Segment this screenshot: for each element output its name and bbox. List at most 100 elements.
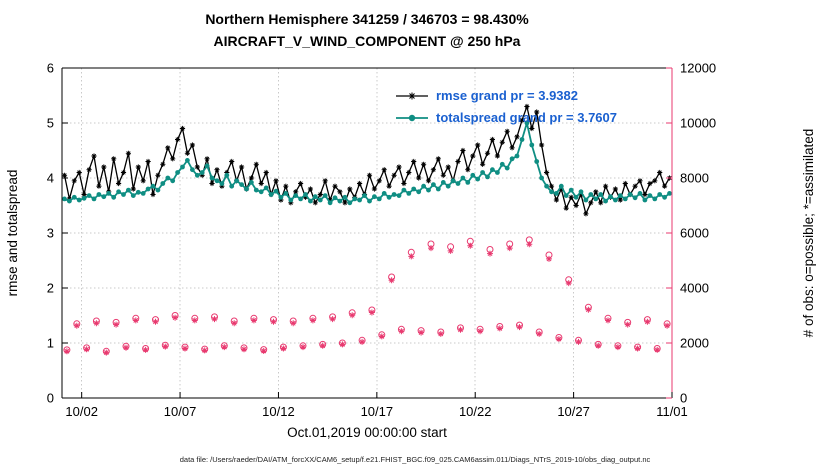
y-right-tick-label: 6000: [680, 226, 709, 241]
totalspread-marker: [317, 197, 323, 203]
rmse-marker: [258, 180, 264, 187]
totalspread-marker: [608, 194, 613, 200]
rmse-marker: [130, 186, 136, 192]
obs-assimilated-marker: [368, 309, 375, 316]
y-axis-label-right: # of obs: o=possible; *=assimilated: [801, 129, 816, 338]
totalspread-marker: [563, 193, 569, 199]
rmse-marker: [337, 189, 343, 195]
obs-assimilated-marker: [309, 317, 316, 324]
rmse-marker: [657, 169, 663, 176]
x-tick-label: 10/22: [459, 404, 492, 419]
obs-assimilated-marker: [162, 343, 169, 350]
obs-assimilated-marker: [319, 342, 326, 349]
title-line1: Northern Hemisphere 341259 / 346703 = 98…: [205, 11, 529, 27]
rmse-marker: [253, 161, 259, 167]
obs-assimilated-marker: [565, 280, 572, 287]
y-right-tick-label: 4000: [680, 281, 709, 296]
totalspread-marker: [199, 170, 205, 175]
totalspread-marker: [603, 198, 608, 204]
rmse-marker: [416, 175, 422, 181]
totalspread-marker: [101, 194, 107, 200]
totalspread-marker: [322, 193, 328, 199]
obs-assimilated-marker: [447, 247, 454, 254]
obs-assimilated-marker: [182, 345, 188, 352]
y-left-tick-label: 1: [47, 336, 54, 351]
totalspread-marker: [268, 192, 274, 197]
rmse-marker: [224, 169, 230, 176]
totalspread-marker: [125, 187, 131, 193]
rmse-marker: [71, 178, 77, 184]
totalspread-marker: [549, 189, 554, 195]
totalspread-marker: [150, 183, 156, 189]
totalspread-marker: [170, 178, 176, 184]
rmse-marker: [322, 178, 328, 184]
obs-assimilated-marker: [359, 338, 366, 345]
obs-assimilated-marker: [496, 325, 503, 332]
rmse-marker: [435, 156, 441, 162]
rmse-marker: [642, 191, 648, 198]
totalspread-series: [62, 119, 672, 206]
totalspread-marker: [652, 196, 658, 202]
totalspread-marker: [588, 192, 594, 197]
totalspread-marker: [204, 163, 210, 169]
totalspread-marker: [111, 194, 117, 200]
y-right-tick-label: 10000: [680, 116, 716, 131]
totalspread-marker: [67, 198, 72, 204]
totalspread-marker: [372, 194, 377, 200]
rmse-marker: [578, 191, 584, 198]
rmse-marker: [553, 197, 560, 203]
totalspread-marker: [617, 193, 623, 199]
totalspread-marker: [391, 192, 397, 197]
legend-rmse-label: rmse grand pr = 3.9382: [436, 88, 578, 103]
totalspread-marker: [342, 194, 348, 200]
rmse-marker: [307, 186, 313, 192]
rmse-marker: [189, 142, 195, 148]
totalspread-marker: [273, 188, 279, 194]
totalspread-marker: [632, 195, 638, 201]
totalspread-marker: [239, 182, 245, 188]
rmse-marker: [125, 150, 131, 156]
obs-assimilated-marker: [477, 328, 484, 335]
totalspread-marker: [263, 185, 269, 191]
rmse-marker: [558, 186, 564, 192]
rmse-marker: [440, 172, 446, 178]
legend-totalspread-label: totalspread grand pr = 3.7607: [436, 110, 617, 125]
totalspread-marker: [249, 180, 254, 185]
rmse-marker: [248, 175, 254, 181]
rmse-marker: [622, 180, 628, 187]
totalspread-line: [64, 119, 671, 205]
obs-assimilated-marker: [280, 345, 287, 352]
rmse-marker: [647, 180, 653, 187]
rmse-marker: [140, 178, 146, 184]
rmse-marker: [160, 161, 166, 167]
rmse-marker: [475, 142, 481, 148]
totalspread-marker: [416, 189, 422, 195]
totalspread-marker: [362, 193, 367, 199]
totalspread-marker: [622, 196, 628, 202]
rmse-marker: [617, 197, 623, 203]
totalspread-marker: [475, 176, 481, 182]
totalspread-marker: [229, 183, 235, 189]
obs-assimilated-marker: [467, 242, 474, 249]
y-right-tick-label: 12000: [680, 61, 716, 76]
totalspread-marker: [244, 186, 249, 192]
obs-assimilated-marker: [172, 314, 179, 321]
totalspread-marker: [214, 178, 220, 184]
rmse-marker: [115, 180, 122, 187]
totalspread-marker: [234, 178, 240, 184]
y-left-tick-label: 2: [47, 281, 54, 296]
totalspread-marker: [278, 194, 284, 200]
rmse-marker: [111, 156, 117, 162]
totalspread-marker: [667, 191, 672, 196]
rmse-marker: [219, 183, 225, 189]
rmse-marker: [229, 158, 235, 165]
totalspread-marker: [303, 192, 308, 197]
obs-assimilated-marker: [614, 344, 621, 351]
totalspread-marker: [406, 191, 412, 196]
obs-assimilated-marker: [329, 316, 336, 323]
obs-assimilated-marker: [378, 333, 385, 340]
y-axis-label-left: rmse and totalspread: [5, 170, 20, 297]
totalspread-marker: [145, 186, 151, 192]
obs-assimilated-marker: [555, 336, 562, 343]
